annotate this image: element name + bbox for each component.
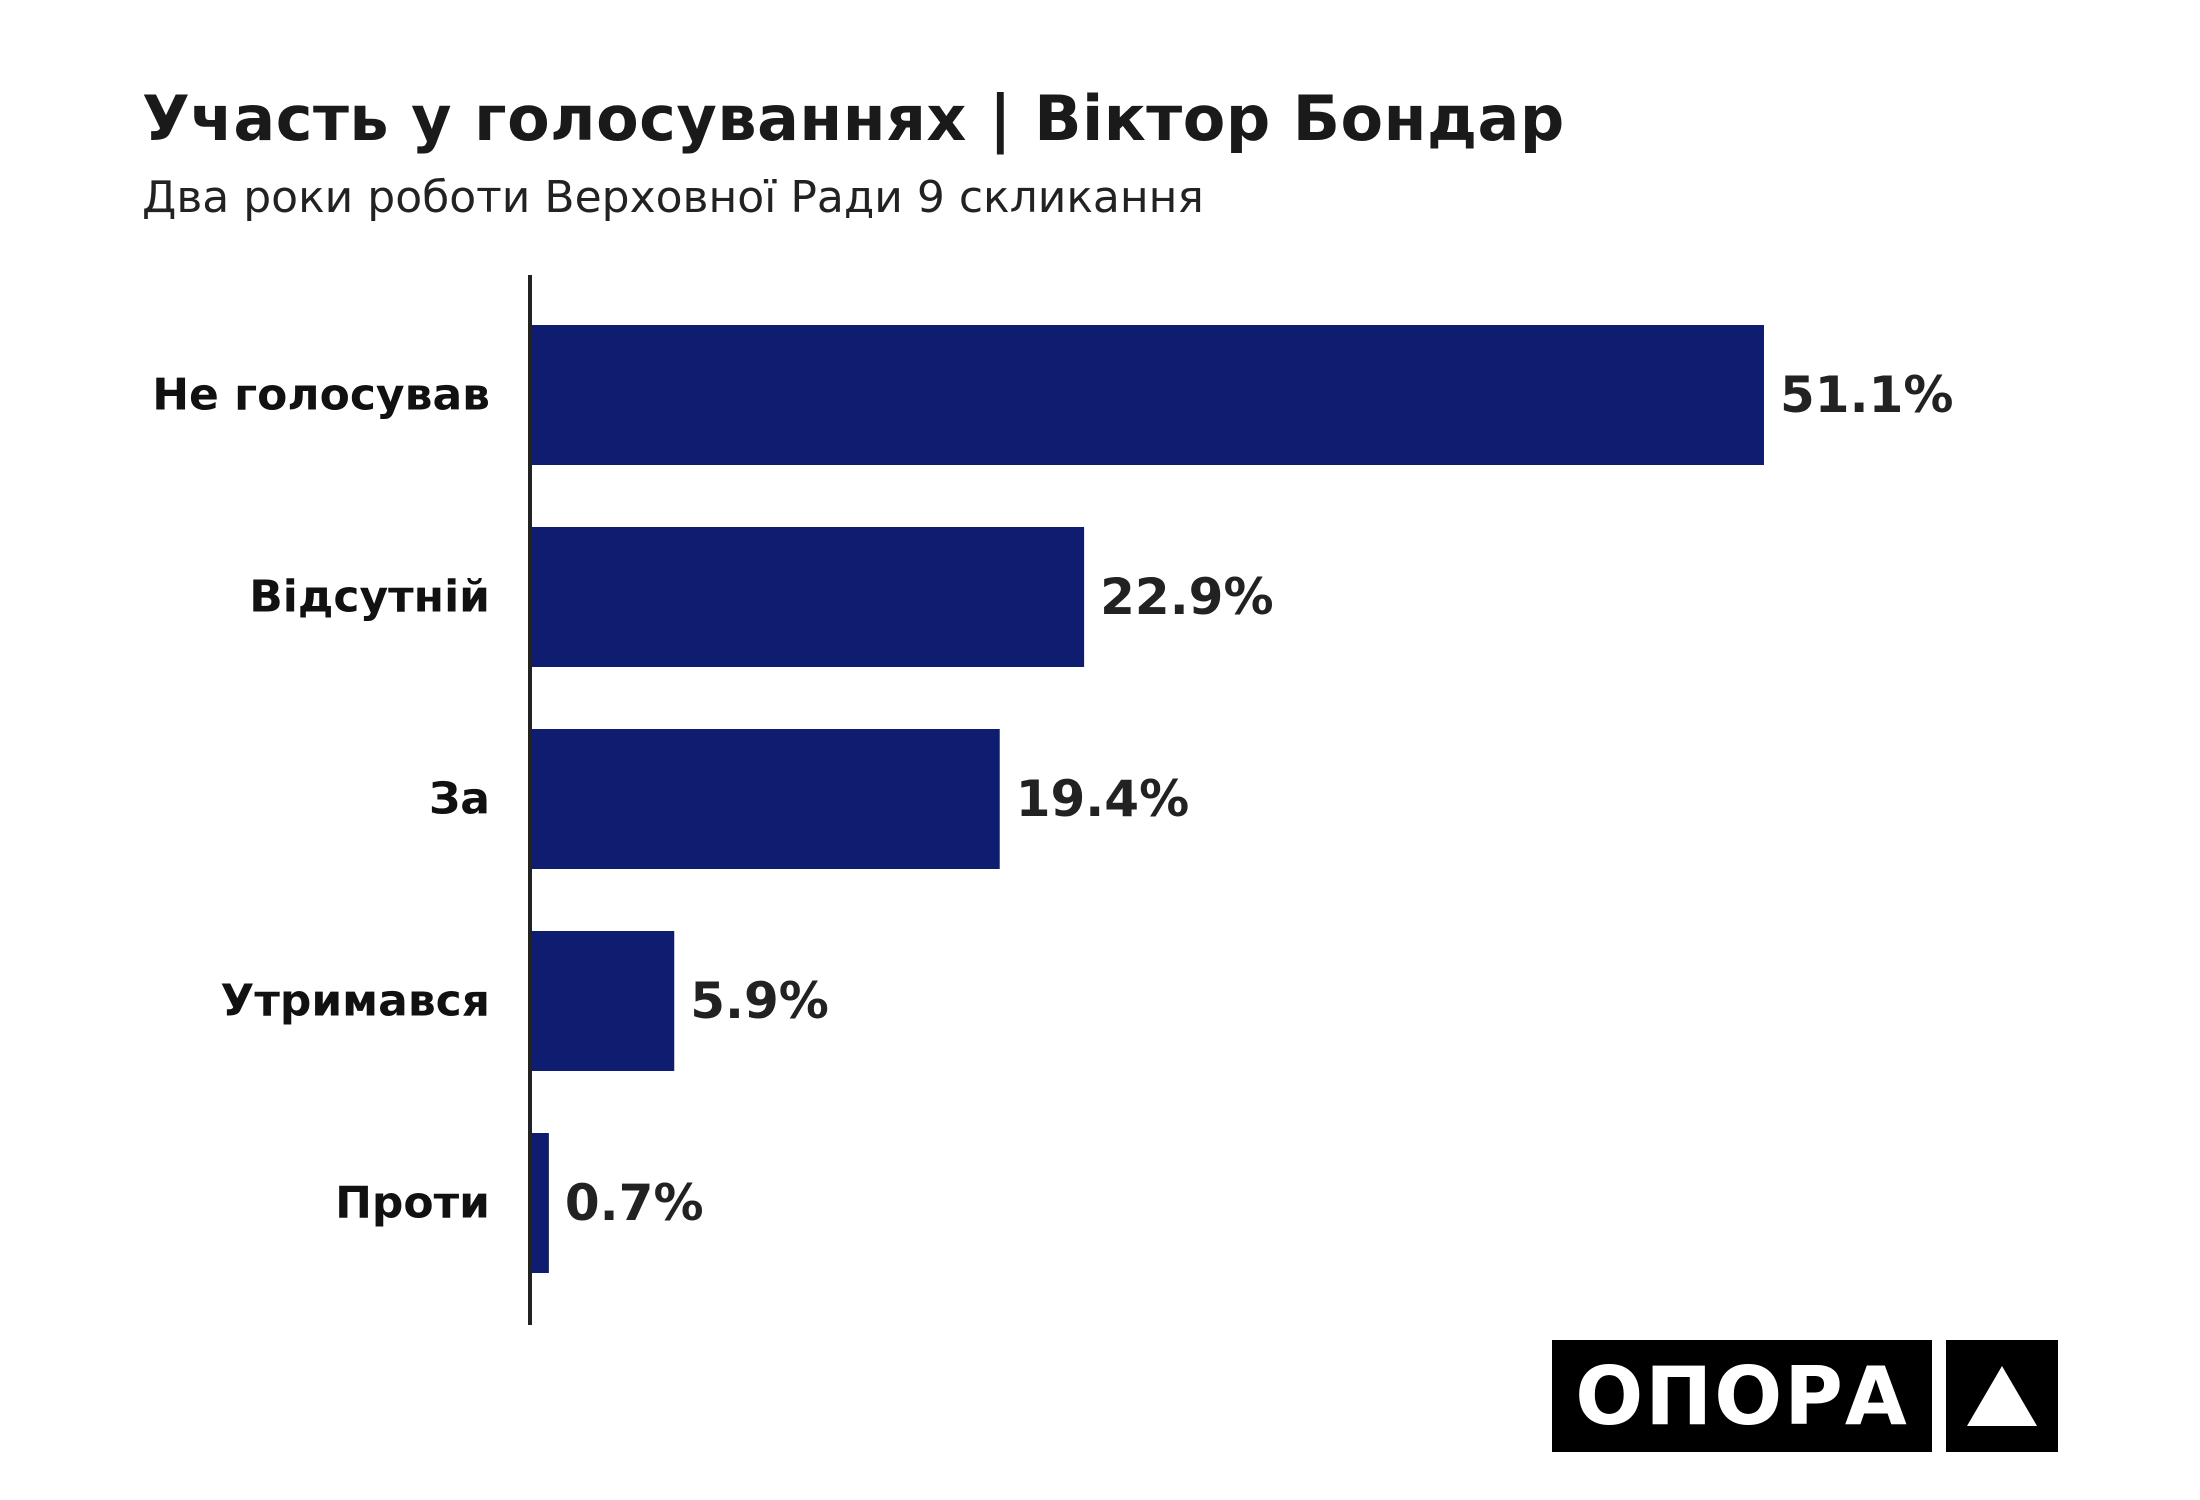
chart-title: Участь у голосуваннях | Віктор Бондар — [142, 82, 1565, 155]
value-label: 5.9% — [690, 972, 829, 1030]
value-label: 51.1% — [1780, 366, 1953, 424]
bar-1 — [532, 527, 1085, 667]
category-label: Відсутній — [249, 572, 490, 623]
opora-logo: ОПОРА — [1552, 1340, 2058, 1452]
triangle-icon — [1946, 1340, 2058, 1452]
category-label: Не голосував — [152, 370, 490, 421]
category-label: За — [429, 774, 490, 825]
bar-3 — [532, 931, 675, 1071]
logo-wordmark: ОПОРА — [1552, 1340, 1932, 1452]
value-label: 19.4% — [1016, 770, 1189, 828]
chart-subtitle: Два роки роботи Верховної Ради 9 скликан… — [142, 172, 1204, 223]
category-label: Проти — [335, 1178, 490, 1229]
bars: Не голосував 51.1% Відсутній 22.9% За 19.4% Ут… — [152, 325, 1953, 1273]
value-label: 22.9% — [1100, 568, 1273, 626]
value-label: 0.7% — [565, 1174, 704, 1232]
category-label: Утримався — [220, 976, 490, 1027]
bar-0 — [532, 325, 1764, 465]
bar-4 — [532, 1133, 549, 1273]
bar-2 — [532, 729, 1000, 869]
